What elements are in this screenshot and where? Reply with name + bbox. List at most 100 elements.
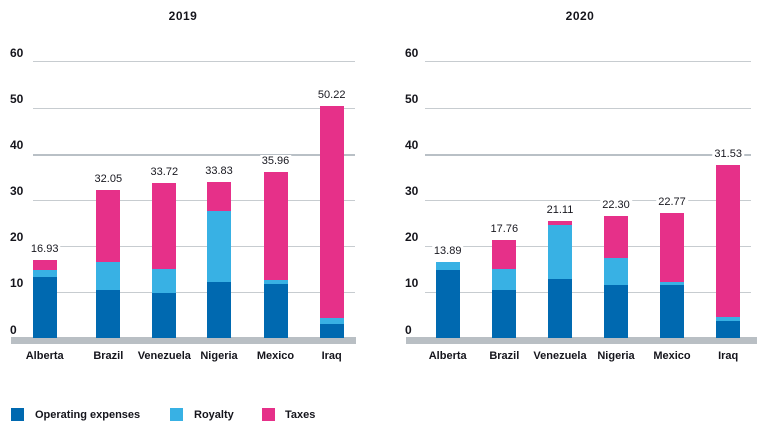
chart-2019-baseline	[11, 337, 356, 344]
bar-segment-taxes	[716, 165, 741, 317]
chart-2020-category-label-iraq: Iraq	[718, 350, 739, 362]
legend-swatch-royalty-icon	[170, 408, 183, 421]
chart-2019-gridline-10	[33, 291, 355, 293]
chart-2020-gridline-50	[425, 107, 751, 109]
bar-segment-operating-expenses	[548, 278, 572, 338]
bar-segment-operating-expenses	[32, 276, 57, 338]
bar-segment-operating-expenses	[319, 324, 344, 338]
chart-title-2020: 2020	[565, 9, 595, 23]
chart-2020-bar-venezuela	[548, 220, 572, 338]
chart-2020-gridline-20	[425, 245, 751, 247]
legend-label-operating-expenses: Operating expenses	[35, 409, 141, 421]
chart-2020-gridline-60	[425, 61, 751, 63]
chart-2020-ytick-0: 0	[405, 322, 412, 337]
chart-2019-value-label-nigeria: 33.83	[203, 165, 235, 179]
chart-2019-ytick-60: 60	[10, 45, 24, 60]
chart-2020-gridline-30	[425, 199, 751, 201]
chart-2019-category-label-brazil: Brazil	[93, 350, 124, 362]
bar-segment-royalty	[492, 269, 517, 291]
bar-segment-taxes	[96, 190, 121, 263]
bar-segment-royalty	[604, 257, 628, 285]
chart-2020-category-label-nigeria: Nigeria	[597, 350, 635, 362]
chart-2019-gridline-30	[33, 199, 355, 201]
chart-2020-ytick-60: 60	[405, 45, 419, 60]
chart-2019-ytick-30: 30	[10, 184, 24, 199]
bar-segment-royalty	[32, 270, 57, 277]
chart-2020-ytick-30: 30	[405, 184, 419, 199]
chart-2019-ytick-10: 10	[10, 276, 24, 291]
bar-segment-royalty	[207, 211, 231, 283]
bar-segment-taxes	[660, 213, 684, 283]
legend-label-taxes: Taxes	[285, 409, 316, 421]
chart-2020-category-label-brazil: Brazil	[489, 350, 520, 362]
chart-2019-ytick-50: 50	[10, 92, 24, 106]
chart-2019-category-label-mexico: Mexico	[256, 350, 295, 362]
bar-segment-taxes	[32, 259, 57, 271]
bar-segment-royalty	[263, 280, 288, 284]
chart-2019-value-label-alberta: 16.93	[28, 242, 61, 256]
bar-segment-taxes	[548, 220, 572, 225]
chart-2020-bar-iraq	[716, 165, 741, 338]
bar-segment-taxes	[492, 240, 517, 270]
chart-2020-value-label-iraq: 31.53	[712, 148, 744, 162]
legend-swatch-taxes-icon	[262, 408, 275, 421]
chart-2020-bar-brazil	[492, 240, 517, 338]
bar-segment-operating-expenses	[435, 269, 460, 338]
chart-2019-bar-venezuela	[152, 182, 177, 338]
bar-segment-operating-expenses	[207, 282, 231, 338]
chart-2019-gridline-20	[33, 245, 355, 247]
chart-2019-bar-mexico	[263, 172, 288, 338]
chart-2020-ytick-40: 40	[405, 138, 419, 153]
chart-2019-category-label-nigeria: Nigeria	[200, 350, 238, 362]
bar-segment-royalty	[660, 282, 684, 286]
bar-segment-taxes	[604, 215, 628, 258]
bar-segment-operating-expenses	[96, 289, 121, 338]
chart-2019-bar-nigeria	[207, 182, 231, 338]
chart-2020-bar-mexico	[660, 213, 684, 338]
legend-swatch-operating-expenses-icon	[11, 408, 24, 421]
chart-2019-category-label-iraq: Iraq	[321, 350, 342, 362]
bar-segment-royalty	[319, 318, 344, 325]
chart-2019-value-label-brazil: 32.05	[92, 173, 125, 187]
chart-2019-value-label-mexico: 35.96	[259, 155, 292, 169]
bar-segment-taxes	[263, 172, 288, 281]
chart-2019-bar-alberta	[32, 259, 57, 338]
chart-2020-ytick-10: 10	[405, 276, 419, 291]
bar-segment-royalty	[716, 316, 741, 322]
chart-title-2019: 2019	[168, 9, 198, 23]
chart-2019-gridline-50	[33, 107, 355, 109]
chart-2020-gridline-40	[425, 153, 751, 156]
chart-2019-bar-brazil	[96, 190, 121, 338]
chart-2019-category-label-venezuela: Venezuela	[137, 350, 191, 362]
bar-segment-operating-expenses	[152, 292, 177, 338]
chart-2019-ytick-20: 20	[10, 230, 24, 245]
chart-2020-value-label-venezuela: 21.11	[544, 203, 576, 217]
chart-2019-value-label-iraq: 50.22	[315, 89, 348, 103]
legend: Operating expenses Royalty Taxes	[0, 405, 764, 425]
bar-segment-taxes	[319, 106, 344, 319]
chart-2020-bar-nigeria	[604, 215, 628, 338]
chart-2019-gridline-60	[33, 61, 355, 63]
bar-segment-royalty	[548, 224, 572, 279]
bar-segment-operating-expenses	[263, 283, 288, 338]
chart-2019-bar-iraq	[319, 106, 344, 338]
bar-segment-taxes	[152, 182, 177, 270]
bar-segment-operating-expenses	[716, 321, 741, 338]
chart-2020-category-label-venezuela: Venezuela	[533, 350, 587, 362]
chart-2020-value-label-mexico: 22.77	[656, 196, 688, 210]
bar-segment-operating-expenses	[604, 284, 628, 338]
legend-label-royalty: Royalty	[194, 409, 234, 421]
bar-segment-royalty	[435, 261, 460, 270]
chart-2020-ytick-20: 20	[405, 230, 419, 245]
chart-2020-gridline-10	[425, 291, 751, 293]
chart-2020-ytick-50: 50	[405, 92, 419, 106]
chart-2019-gridline-40	[33, 153, 355, 156]
chart-2020-category-label-mexico: Mexico	[653, 350, 691, 362]
chart-2020-category-label-alberta: Alberta	[428, 350, 467, 362]
bar-segment-royalty	[96, 262, 121, 290]
chart-2020-value-label-alberta: 13.89	[431, 244, 464, 258]
chart-2019-ytick-0: 0	[10, 322, 17, 337]
chart-2019-category-label-alberta: Alberta	[25, 350, 64, 362]
chart-2020-baseline	[406, 337, 757, 344]
